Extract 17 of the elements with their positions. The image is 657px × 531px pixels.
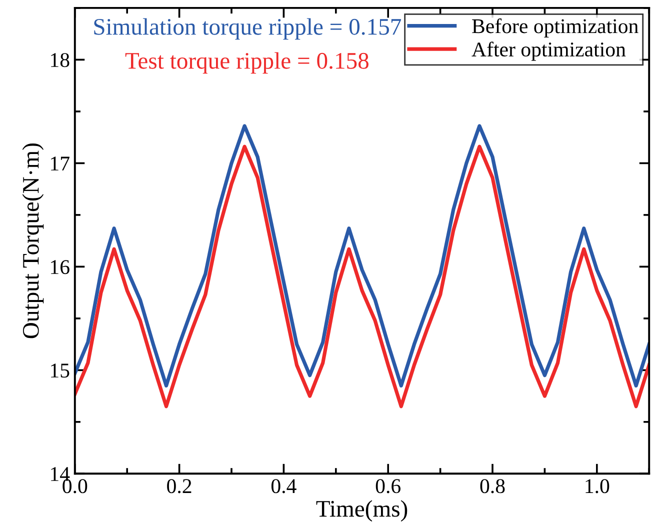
x-axis-title: Time(ms) [316, 500, 408, 522]
annotation: Test torque ripple = 0.158 [125, 52, 368, 74]
y-tick-label: 14 [51, 467, 70, 481]
y-axis-title: Output Torque(N·m) [22, 144, 44, 338]
legend-label: Before optimization [472, 18, 638, 38]
x-tick-label: 0.4 [271, 479, 296, 494]
annotation: Simulation torque ripple = 0.157 [94, 18, 402, 40]
legend-label: After optimization [472, 42, 626, 61]
x-tick-label: 1.0 [586, 479, 610, 494]
y-tick-label: 18 [51, 53, 70, 68]
y-tick-label: 15 [51, 364, 70, 378]
y-tick-label: 16 [51, 260, 70, 274]
x-tick-label: 0.0 [62, 479, 88, 494]
y-tick-label: 17 [51, 156, 70, 170]
x-tick-label: 0.6 [376, 479, 401, 494]
x-tick-label: 0.2 [167, 479, 192, 494]
x-tick-label: 0.8 [480, 479, 505, 494]
